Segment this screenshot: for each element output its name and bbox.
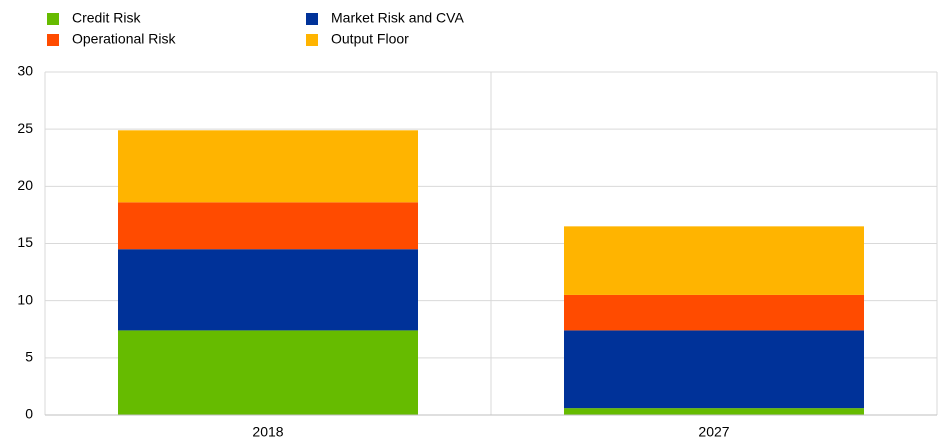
legend-label: Output Floor — [331, 31, 409, 47]
bar-segment — [118, 330, 418, 415]
bar-segment — [118, 249, 418, 331]
bar-segment — [564, 294, 864, 331]
y-tick-label: 15 — [17, 234, 33, 250]
bar-segment — [564, 408, 864, 415]
bar-segment — [564, 330, 864, 409]
bar-segment — [564, 226, 864, 295]
y-tick-label: 20 — [17, 177, 33, 193]
legend-swatch — [47, 34, 59, 46]
bar-segment — [118, 202, 418, 250]
legend-label: Operational Risk — [72, 31, 176, 47]
x-tick-label: 2027 — [698, 424, 729, 439]
x-tick-label: 2018 — [252, 424, 283, 439]
y-tick-label: 10 — [17, 291, 33, 307]
legend-swatch — [306, 34, 318, 46]
y-tick-label: 25 — [17, 120, 33, 136]
bar-segment — [118, 130, 418, 203]
y-tick-label: 5 — [25, 349, 33, 365]
y-tick-label: 30 — [17, 63, 33, 79]
legend-label: Market Risk and CVA — [331, 10, 464, 26]
y-tick-label: 0 — [25, 406, 33, 422]
legend-label: Credit Risk — [72, 10, 141, 26]
legend-swatch — [47, 13, 59, 25]
legend-swatch — [306, 13, 318, 25]
